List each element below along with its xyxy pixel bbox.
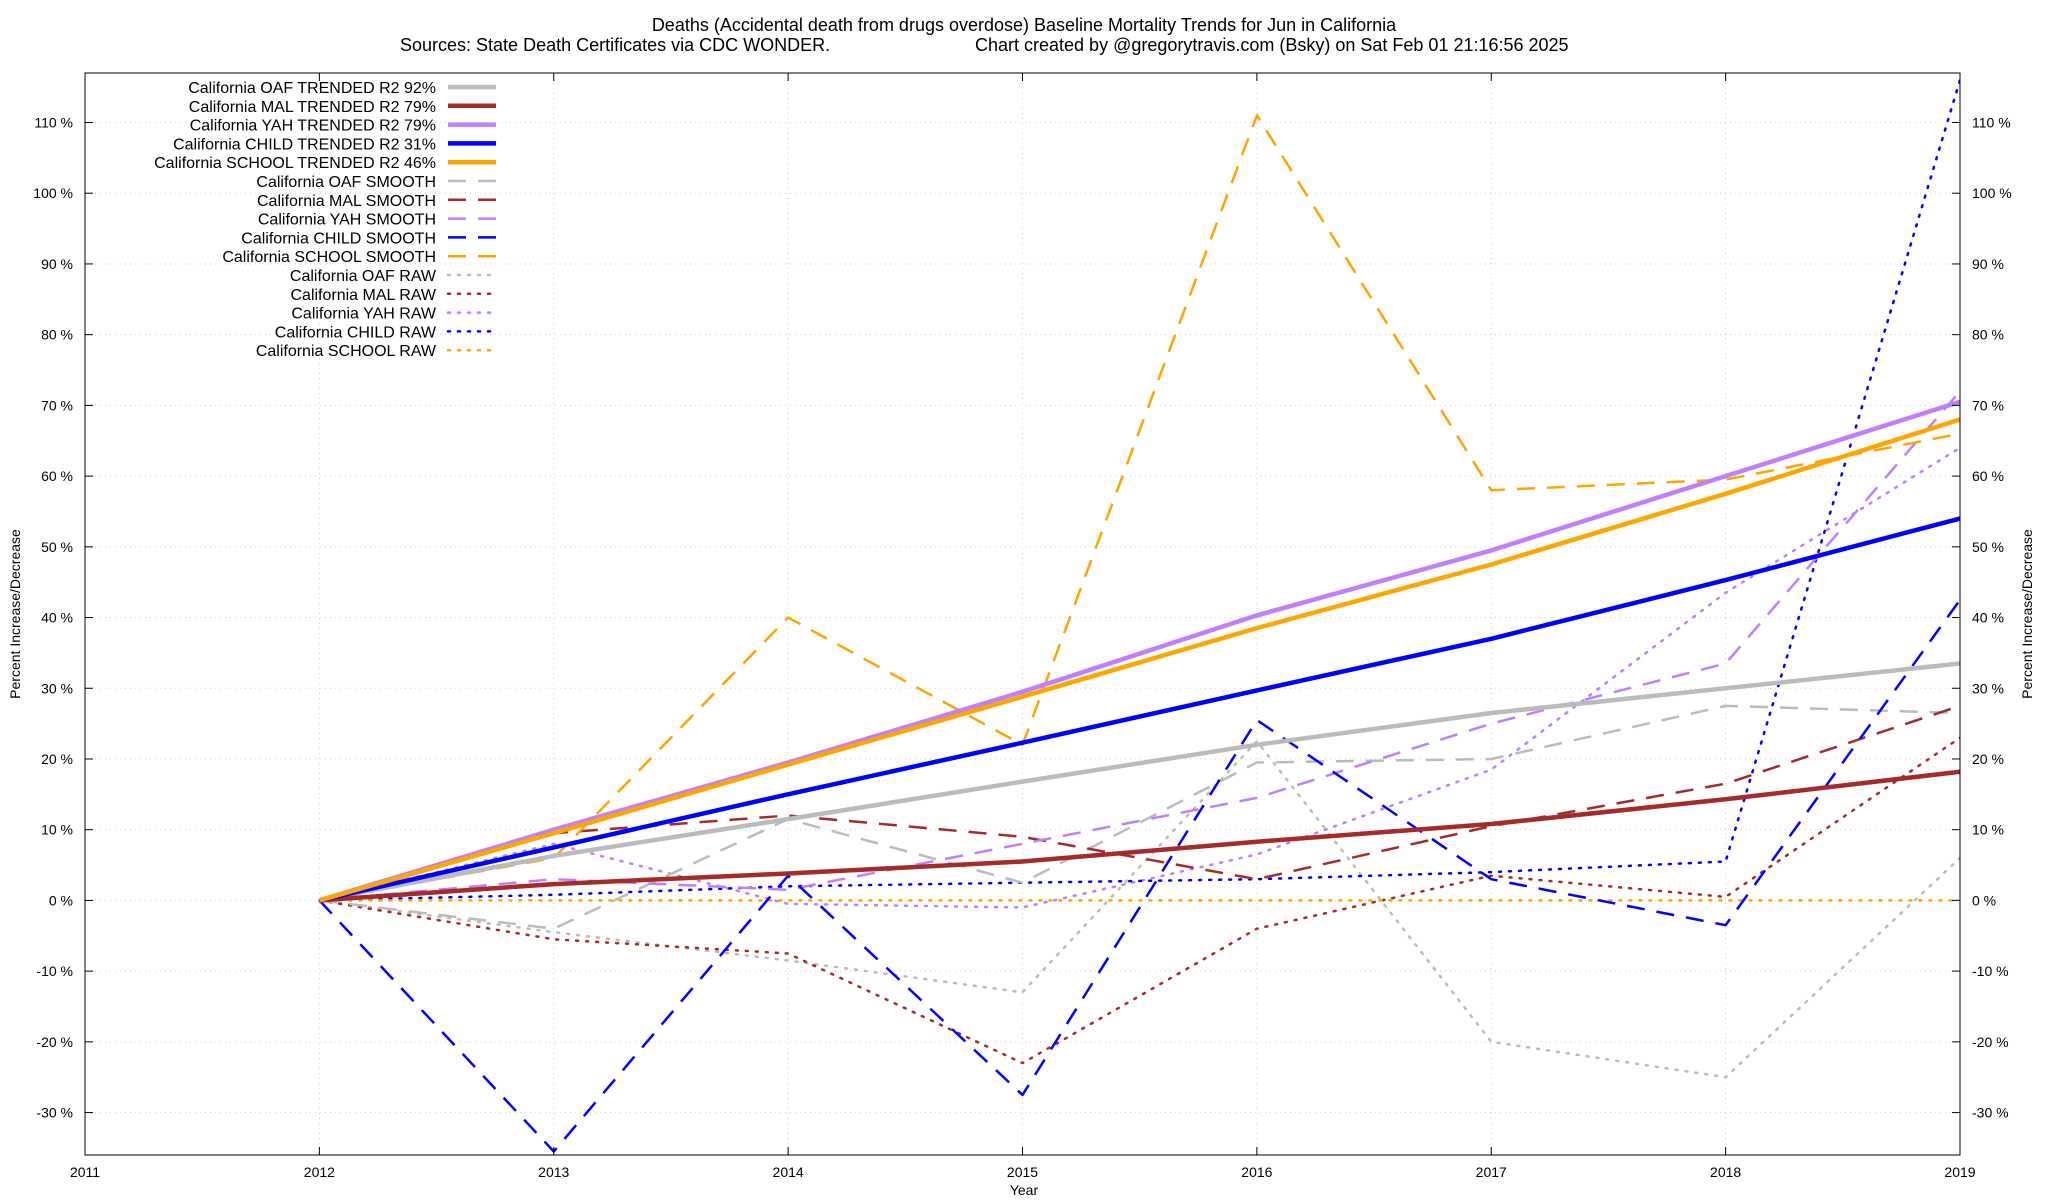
legend-label-california-mal-trended-r2-79: California MAL TRENDED R2 79% <box>189 99 436 116</box>
y-tick-label-left: 30 % <box>41 680 73 696</box>
legend-label-california-child-raw: California CHILD RAW <box>275 324 437 341</box>
y-tick-label-right: -10 % <box>1972 963 2009 979</box>
x-tick-label: 2016 <box>1241 1164 1272 1180</box>
series-line-california-school-smooth <box>319 114 1960 902</box>
y-tick-label-left: 110 % <box>34 115 73 131</box>
y-tick-label-right: 40 % <box>1972 610 2004 626</box>
series-line-california-yah-raw <box>318 446 1960 909</box>
x-tick-label: 2019 <box>1944 1164 1975 1180</box>
chart-title: Deaths (Accidental death from drugs over… <box>652 15 1397 35</box>
y-tick-label-right: 0 % <box>1972 892 1996 908</box>
y-tick-label-left: -10 % <box>36 963 73 979</box>
y-tick-label-left: 40 % <box>41 610 73 626</box>
legend-label-california-child-smooth: California CHILD SMOOTH <box>241 230 436 247</box>
legend-label-california-child-trended-r2-31: California CHILD TRENDED R2 31% <box>173 136 436 153</box>
y-tick-label-left: -20 % <box>36 1034 73 1050</box>
series-line-california-mal-trended-r2-79 <box>319 769 1960 903</box>
y-tick-label-right: -20 % <box>1972 1034 2009 1050</box>
y-tick-label-right: -30 % <box>1972 1105 2009 1121</box>
x-tick-label: 2017 <box>1476 1164 1507 1180</box>
legend: California OAF TRENDED R2 92% California … <box>154 80 498 360</box>
y-tick-label-left: 50 % <box>41 539 73 555</box>
chart-subtitle-sources: Sources: State Death Certificates via CD… <box>400 35 830 55</box>
y-tick-label-right: 50 % <box>1972 539 2004 555</box>
chart-subtitle-credit: Chart created by @gregorytravis.com (Bsk… <box>975 35 1569 55</box>
y-tick-label-right: 10 % <box>1972 822 2004 838</box>
legend-label-california-mal-smooth: California MAL SMOOTH <box>257 193 436 210</box>
y-tick-label-right: 110 % <box>1972 115 2011 131</box>
x-tick-label: 2014 <box>773 1164 804 1180</box>
series-line-california-oaf-raw <box>318 740 1960 1079</box>
series-line-california-school-trended-r2-46 <box>318 417 1960 903</box>
legend-label-california-yah-smooth: California YAH SMOOTH <box>258 212 436 229</box>
x-tick-label: 2011 <box>70 1164 100 1180</box>
y-axis-label-left: Percent Increase/Decrease <box>7 529 23 699</box>
x-tick-label: 2018 <box>1710 1164 1741 1180</box>
y-tick-label-left: 0 % <box>49 892 73 908</box>
y-tick-label-left: 70 % <box>41 397 73 413</box>
y-tick-label-left: 80 % <box>41 327 73 343</box>
legend-label-california-yah-trended-r2-79: California YAH TRENDED R2 79% <box>190 118 436 135</box>
y-tick-label-right: 90 % <box>1972 256 2004 272</box>
y-tick-label-left: 60 % <box>41 468 73 484</box>
legend-label-california-mal-raw: California MAL RAW <box>290 287 436 304</box>
series-line-california-oaf-smooth <box>319 704 1960 930</box>
y-axis-label-right: Percent Increase/Decrease <box>2019 529 2035 699</box>
y-tick-label-right: 70 % <box>1972 397 2004 413</box>
x-tick-label: 2012 <box>304 1164 335 1180</box>
series-line-california-yah-trended-r2-79 <box>318 399 1960 903</box>
y-tick-label-right: 60 % <box>1972 468 2004 484</box>
x-tick-label: 2013 <box>538 1164 569 1180</box>
y-tick-label-right: 30 % <box>1972 680 2004 696</box>
series-line-california-child-smooth <box>318 599 1960 1153</box>
y-tick-label-left: -30 % <box>36 1105 73 1121</box>
y-tick-label-right: 20 % <box>1972 751 2004 767</box>
y-tick-label-left: 10 % <box>41 822 73 838</box>
legend-label-california-yah-raw: California YAH RAW <box>291 306 437 323</box>
x-axis-label: Year <box>1010 1182 1039 1198</box>
series-line-california-child-raw <box>318 78 1960 902</box>
y-tick-label-right: 80 % <box>1972 327 2004 343</box>
legend-label-california-school-trended-r2-46: California SCHOOL TRENDED R2 46% <box>154 155 436 172</box>
x-tick-label: 2015 <box>1007 1164 1038 1180</box>
series-line-california-oaf-trended-r2-92 <box>318 661 1960 903</box>
legend-label-california-oaf-trended-r2-92: California OAF TRENDED R2 92% <box>188 80 436 97</box>
legend-label-california-oaf-raw: California OAF RAW <box>290 268 437 285</box>
legend-label-california-oaf-smooth: California OAF SMOOTH <box>256 174 436 191</box>
legend-label-california-school-raw: California SCHOOL RAW <box>256 343 437 360</box>
y-tick-label-right: 100 % <box>1972 185 2012 201</box>
y-tick-label-left: 20 % <box>41 751 73 767</box>
series-line-california-mal-smooth <box>319 704 1960 902</box>
series-line-california-child-trended-r2-31 <box>318 516 1960 903</box>
series-layer <box>318 78 1960 1153</box>
y-tick-label-left: 90 % <box>41 256 73 272</box>
y-tick-label-left: 100 % <box>33 185 73 201</box>
legend-label-california-school-smooth: California SCHOOL SMOOTH <box>222 249 436 266</box>
tick-layer: 2011 2012 2013 2014 2015 2016 2017 2018 2019 -30 … <box>33 73 2012 1180</box>
